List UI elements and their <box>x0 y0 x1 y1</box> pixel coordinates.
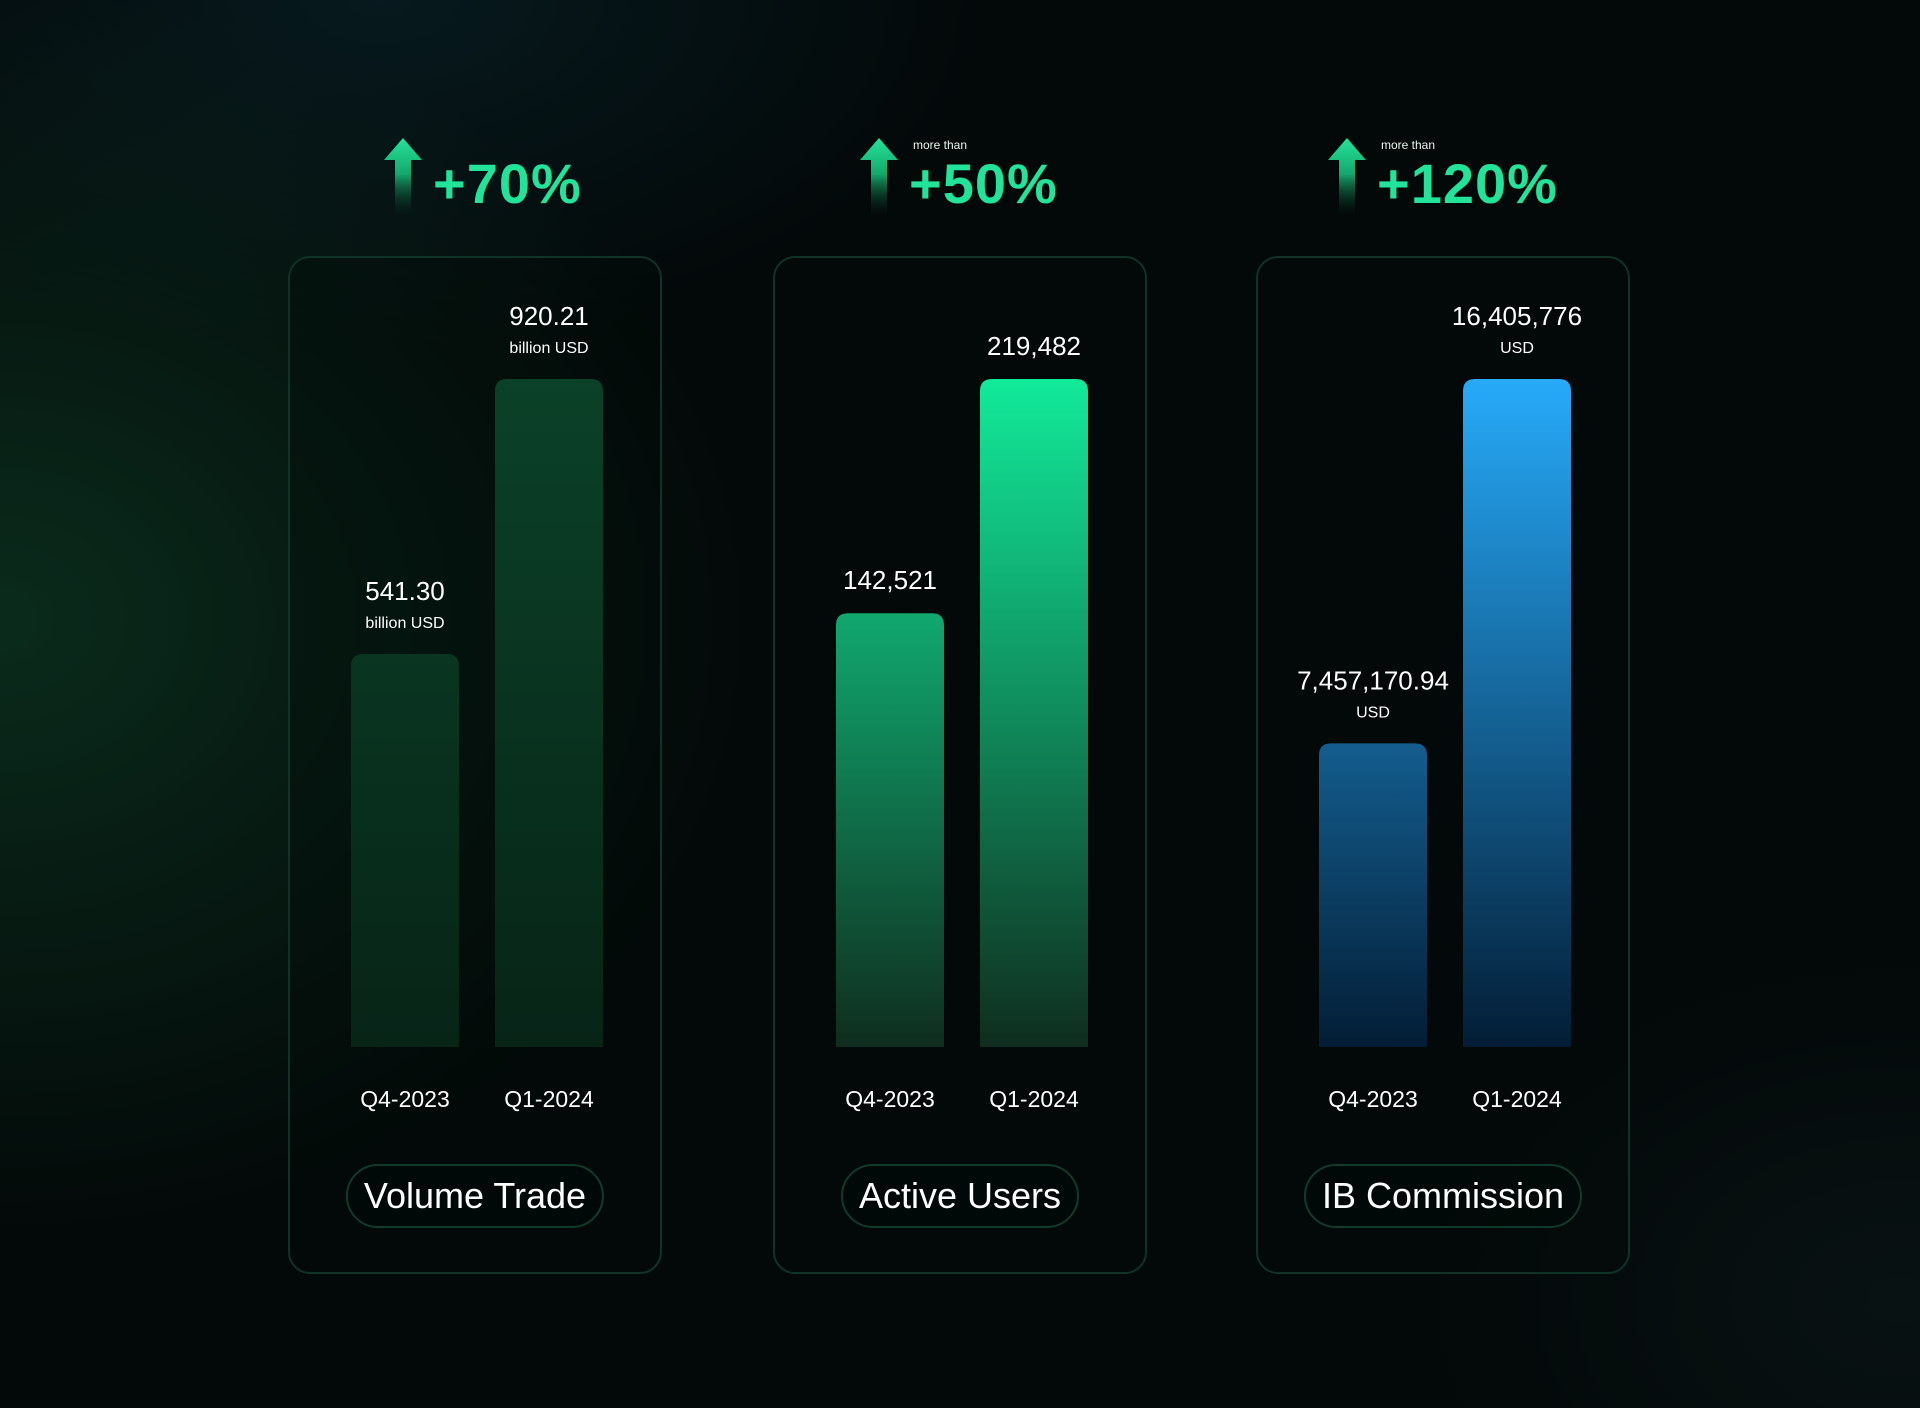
bar-q1-2024 <box>495 379 603 1047</box>
metric-card: 142,521 Q4-2023 219,482 Q1-2024 Active User… <box>773 256 1147 1274</box>
growth-percentage: +70% <box>433 152 582 215</box>
metric-label: Volume Trade <box>345 1164 605 1228</box>
metric-label: Active Users <box>840 1164 1080 1228</box>
bar-value-label: 16,405,776 <box>1452 301 1582 331</box>
growth-prefix: more than <box>1381 138 1436 152</box>
category-tick-label: Q1-2024 <box>1472 1086 1562 1112</box>
bar-q4-2023 <box>836 613 944 1047</box>
up-arrow-icon <box>860 138 898 218</box>
metric-label: IB Commission <box>1303 1164 1583 1228</box>
up-arrow-icon <box>1328 138 1366 218</box>
growth-percentage: +120% <box>1377 152 1558 215</box>
bar-chart: 541.30 billion USD Q4-2023 920.21 billion US… <box>351 301 603 1112</box>
category-tick-label: Q4-2023 <box>845 1086 935 1112</box>
growth-prefix: more than <box>913 138 968 152</box>
bar-unit-label: USD <box>1356 704 1390 721</box>
up-arrow-icon <box>384 138 422 218</box>
growth-percentage: +50% <box>909 152 1058 215</box>
bar-value-label: 920.21 <box>509 301 589 331</box>
bar-value-label: 541.30 <box>365 576 445 606</box>
bar-q1-2024 <box>980 379 1088 1047</box>
category-tick-label: Q1-2024 <box>989 1086 1079 1112</box>
bar-q1-2024 <box>1463 379 1571 1047</box>
bar-unit-label: USD <box>1500 340 1534 357</box>
bar-chart: 142,521 Q4-2023 219,482 Q1-2024 <box>836 331 1088 1112</box>
bar-value-label: 219,482 <box>987 331 1081 361</box>
bar-value-label: 142,521 <box>843 565 937 595</box>
bar-unit-label: billion USD <box>509 340 588 357</box>
bar-q4-2023 <box>351 654 459 1047</box>
bar-q4-2023 <box>1319 743 1427 1047</box>
metric-card: 7,457,170.94 USD Q4-2023 16,405,776 USD Q1-20… <box>1256 256 1630 1274</box>
bar-chart: 7,457,170.94 USD Q4-2023 16,405,776 USD Q1-20… <box>1297 301 1582 1112</box>
category-tick-label: Q4-2023 <box>1328 1086 1418 1112</box>
bar-unit-label: billion USD <box>365 615 444 632</box>
metric-card: 541.30 billion USD Q4-2023 920.21 billion US… <box>288 256 662 1274</box>
category-tick-label: Q4-2023 <box>360 1086 450 1112</box>
category-tick-label: Q1-2024 <box>504 1086 594 1112</box>
bar-value-label: 7,457,170.94 <box>1297 665 1449 695</box>
